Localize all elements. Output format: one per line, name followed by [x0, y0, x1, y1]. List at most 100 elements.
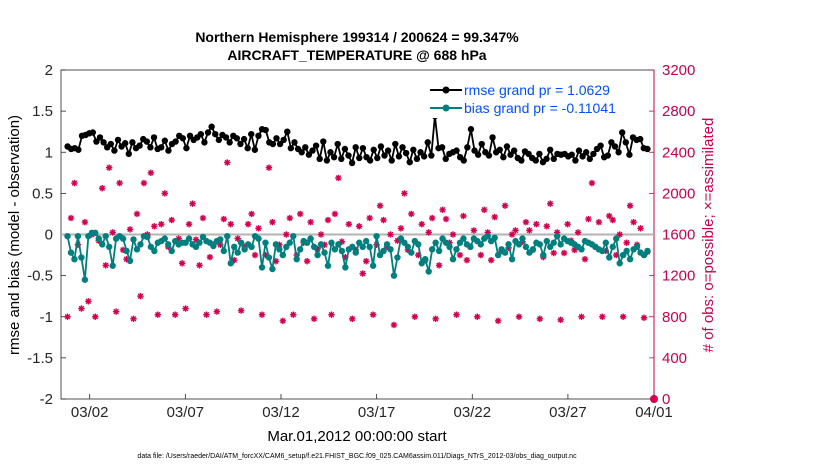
obs-marker: [536, 315, 544, 323]
obs-marker: [470, 227, 478, 234]
rmse-point: [485, 152, 493, 159]
rmse-point: [348, 159, 356, 167]
bias-point: [105, 243, 113, 251]
bias-point: [119, 235, 127, 242]
obs-marker: [158, 221, 165, 228]
bias-point: [602, 239, 610, 246]
bias-point: [390, 272, 398, 279]
bias-point: [133, 246, 141, 253]
rmse-point: [298, 149, 305, 156]
bias-point: [477, 241, 484, 248]
rmse-point: [568, 151, 575, 158]
obs-marker: [626, 202, 634, 209]
obs-marker: [387, 231, 394, 238]
obs-marker: [599, 313, 606, 320]
bias-point: [432, 239, 439, 246]
obs-marker: [488, 257, 495, 264]
bias-point: [415, 241, 422, 248]
bias-point: [276, 246, 283, 253]
obs-marker: [133, 210, 141, 218]
obs-marker: [397, 225, 405, 232]
bias-point: [387, 246, 394, 253]
obs-marker: [557, 316, 564, 324]
obs-marker: [303, 258, 311, 265]
rmse-point: [478, 140, 485, 148]
bias-point: [540, 251, 547, 259]
bias-point: [626, 255, 634, 263]
legend-box: [426, 80, 644, 118]
bias-point: [269, 265, 276, 273]
rmse-point: [273, 135, 280, 142]
rmse-point: [89, 129, 96, 136]
bias-point: [95, 235, 102, 242]
footnote: data file: /Users/raeder/DAI/ATM_forcXX/…: [137, 453, 577, 460]
bias-point: [425, 268, 432, 275]
obs-marker: [609, 216, 616, 224]
bias-point: [550, 239, 557, 246]
obs-marker: [411, 313, 419, 320]
rmse-point: [536, 150, 543, 158]
obs-marker: [324, 216, 332, 224]
bias-point: [578, 246, 585, 253]
bias-point: [369, 262, 377, 269]
right-tick-label: 800: [662, 309, 687, 326]
bias-point: [165, 241, 172, 248]
obs-marker: [67, 214, 75, 222]
bias-point: [491, 234, 498, 241]
obs-marker: [526, 227, 533, 234]
rmse-point: [320, 138, 327, 145]
obs-marker: [251, 251, 259, 259]
obs-marker: [366, 214, 373, 222]
rmse-point: [608, 139, 615, 146]
obs-marker: [439, 206, 446, 214]
bias-point: [460, 235, 467, 242]
bias-point: [373, 232, 380, 240]
bias-point: [616, 260, 623, 267]
obs-marker: [359, 270, 366, 277]
rmse-point: [388, 157, 395, 164]
rmse-point: [428, 152, 435, 159]
obs-marker: [522, 218, 530, 226]
rmse-point: [410, 146, 417, 153]
x-tick-label: 03/07: [167, 404, 205, 421]
left-tick-label: 1: [45, 144, 53, 161]
bias-point: [362, 237, 370, 245]
bias-point: [293, 255, 300, 263]
bias-point: [435, 247, 443, 255]
rmse-point: [309, 147, 316, 154]
obs-marker: [453, 311, 460, 318]
rmse-point: [467, 126, 475, 133]
obs-marker: [581, 255, 589, 263]
obs-marker: [92, 313, 99, 320]
rmse-point: [582, 149, 590, 156]
rmse-point: [384, 147, 392, 154]
bias-point: [613, 235, 620, 242]
bias-point: [123, 247, 130, 255]
bias-point: [449, 255, 457, 263]
bias-point: [505, 241, 512, 248]
bias-point: [81, 276, 89, 283]
obs-marker: [481, 206, 488, 214]
right-tick-label: 2800: [662, 103, 695, 120]
obs-marker: [428, 214, 436, 222]
bias-point: [102, 232, 109, 240]
rmse-point: [474, 151, 482, 158]
right-tick-label: 3200: [662, 62, 695, 79]
obs-marker: [248, 210, 255, 218]
rmse-point: [413, 155, 421, 163]
rmse-point: [619, 129, 626, 136]
obs-marker: [105, 164, 113, 171]
rmse-point: [637, 135, 644, 143]
rmse-point: [179, 135, 187, 142]
right-y-axis-label: # of obs: o=possible; ×=assimilated: [700, 118, 717, 353]
obs-marker: [286, 214, 293, 222]
rmse-point: [100, 139, 107, 146]
obs-marker: [623, 239, 630, 246]
obs-marker: [102, 262, 109, 269]
rmse-point: [356, 154, 363, 162]
obs-marker: [171, 311, 179, 318]
rmse-point: [392, 140, 399, 148]
x-tick-label: 03/02: [71, 404, 109, 421]
bias-point: [408, 249, 415, 256]
obs-marker: [376, 202, 384, 209]
